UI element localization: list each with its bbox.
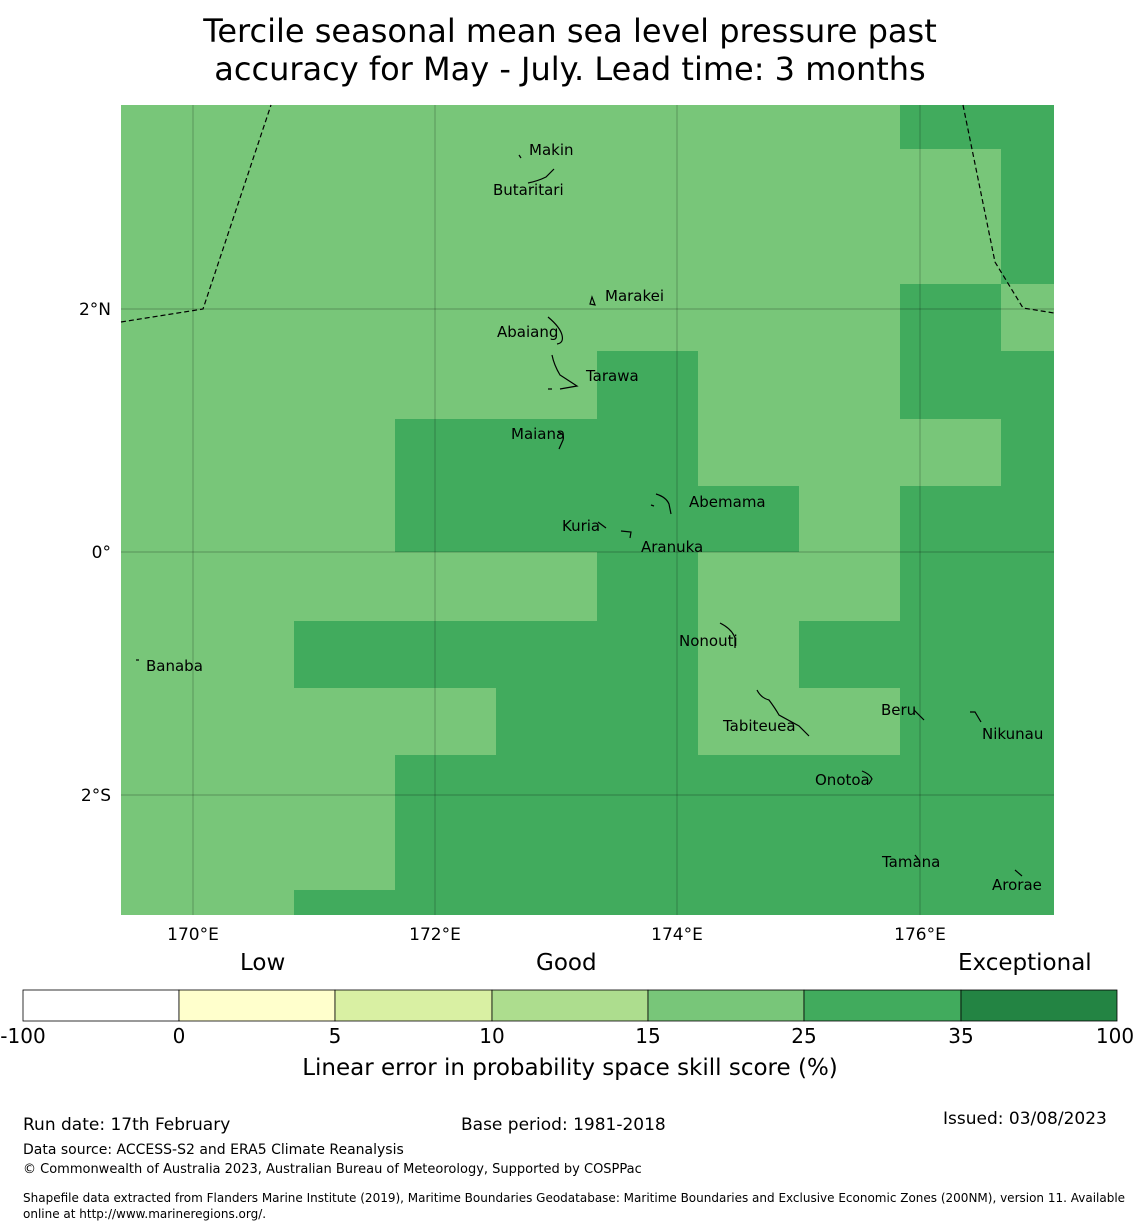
colorbar-segment <box>960 989 1118 1022</box>
island-outline <box>655 493 672 515</box>
place-label-makin: Makin <box>529 141 574 159</box>
issued-date: Issued: 03/08/2023 <box>943 1109 1107 1129</box>
grid-cell <box>294 890 1054 915</box>
axis-labels: 2°N 0° 2°S 170°E 172°E 174°E 176°E <box>79 300 946 945</box>
title-line-2: accuracy for May - July. Lead time: 3 mo… <box>214 50 926 88</box>
island-outline <box>913 709 925 721</box>
colorbar-segment <box>178 989 336 1022</box>
island-outline <box>551 354 579 390</box>
grid-cell <box>597 552 698 621</box>
grid-cell <box>294 621 698 688</box>
legend-category-good: Good <box>536 950 597 976</box>
island-outline <box>1014 869 1023 877</box>
grid-cell <box>1001 149 1054 284</box>
place-label-tarawa: Tarawa <box>585 367 639 385</box>
island-outline <box>597 521 607 529</box>
colorbar-tick: 5 <box>328 1024 342 1048</box>
lat-label-0: 0° <box>92 543 111 563</box>
place-label-tabiteuea: Tabiteuea <box>722 717 796 735</box>
place-label-beru: Beru <box>881 701 916 719</box>
island-outline <box>970 711 982 723</box>
place-label-nonouti: Nonouti <box>679 632 738 650</box>
colorbar-tick: 25 <box>791 1024 817 1048</box>
place-label-arorae: Arorae <box>992 876 1042 894</box>
place-label-aranuka: Aranuka <box>641 538 703 556</box>
grid-cell <box>395 486 799 552</box>
eez-boundaries <box>120 104 1055 323</box>
gridlines <box>121 105 1054 915</box>
colorbar-segment <box>334 989 493 1022</box>
island-outline <box>650 504 655 507</box>
place-label-marakei: Marakei <box>605 287 664 305</box>
lon-label-174e: 174°E <box>651 925 703 945</box>
grid-cell <box>900 688 1054 755</box>
colorbar <box>22 989 1118 1022</box>
shapefile-credit-line-1: Shapefile data extracted from Flanders M… <box>23 1191 1126 1205</box>
legend-category-exceptional: Exceptional <box>958 950 1092 976</box>
shapefile-credit-line-2: online at http://www.marineregions.org/. <box>23 1207 267 1221</box>
colorbar-tick: 15 <box>635 1024 661 1048</box>
colorbar-tick: 0 <box>172 1024 186 1048</box>
island-outline <box>620 530 632 539</box>
data-source: Data source: ACCESS-S2 and ERA5 Climate … <box>23 1142 404 1158</box>
island-outline <box>861 770 873 785</box>
place-labels: Makin Butaritari Marakei Abaiang Tarawa … <box>146 141 1043 894</box>
island-outline <box>756 689 810 737</box>
island-outline <box>589 295 596 306</box>
colorbar-tick: 35 <box>948 1024 974 1048</box>
colorbar-tick: -100 <box>0 1024 46 1048</box>
colorbar-segment <box>647 989 805 1022</box>
place-label-banaba: Banaba <box>146 657 203 675</box>
grid-cells-25-35 <box>294 105 1054 915</box>
grid-cell <box>900 351 1054 419</box>
place-label-onotoa: Onotoa <box>815 771 870 789</box>
islands <box>136 154 1023 877</box>
grid-cell <box>900 486 1054 621</box>
colorbar-segment <box>803 989 962 1022</box>
place-label-tamana: Tamana <box>881 853 940 871</box>
place-label-abemama: Abemama <box>689 493 766 511</box>
island-outline <box>547 316 564 345</box>
eez-boundary-west <box>120 104 272 323</box>
lat-label-2s: 2°S <box>81 786 111 806</box>
grid-cell <box>597 351 698 419</box>
place-label-abaiang: Abaiang <box>497 323 558 341</box>
grid-cell <box>799 621 1054 688</box>
colorbar-tick: 10 <box>479 1024 505 1048</box>
eez-boundary-east <box>962 104 1055 314</box>
run-date: Run date: 17th February <box>23 1115 231 1135</box>
legend-category-low: Low <box>240 950 286 976</box>
lat-label-2n: 2°N <box>79 300 111 320</box>
lon-label-176e: 176°E <box>894 925 946 945</box>
lon-label-170e: 170°E <box>167 925 219 945</box>
grid-cell <box>1001 419 1054 486</box>
place-label-maiana: Maiana <box>511 425 565 443</box>
copyright: © Commonwealth of Australia 2023, Austra… <box>23 1162 642 1177</box>
colorbar-tick: 100 <box>1095 1024 1135 1048</box>
place-label-nikunau: Nikunau <box>982 725 1043 743</box>
base-period: Base period: 1981-2018 <box>461 1115 666 1135</box>
title-line-1: Tercile seasonal mean sea level pressure… <box>203 12 937 50</box>
grid-cell <box>395 755 1054 890</box>
lon-label-172e: 172°E <box>409 925 461 945</box>
island-outline <box>719 622 736 648</box>
colorbar-segment <box>491 989 649 1022</box>
island-outline <box>518 154 522 159</box>
colorbar-segment <box>22 989 180 1022</box>
chart-title: Tercile seasonal mean sea level pressure… <box>0 12 1140 88</box>
island-outline <box>914 854 920 861</box>
grid-cell <box>900 105 1054 149</box>
place-label-butaritari: Butaritari <box>493 181 564 199</box>
grid-cell <box>395 419 698 486</box>
grid-cell <box>496 688 698 755</box>
grid-cell <box>900 284 1001 351</box>
skill-grid <box>121 105 1054 915</box>
island-outline <box>527 168 555 184</box>
island-outline <box>557 431 565 450</box>
colorbar-title: Linear error in probability space skill … <box>302 1055 838 1081</box>
place-label-kuria: Kuria <box>562 517 600 535</box>
